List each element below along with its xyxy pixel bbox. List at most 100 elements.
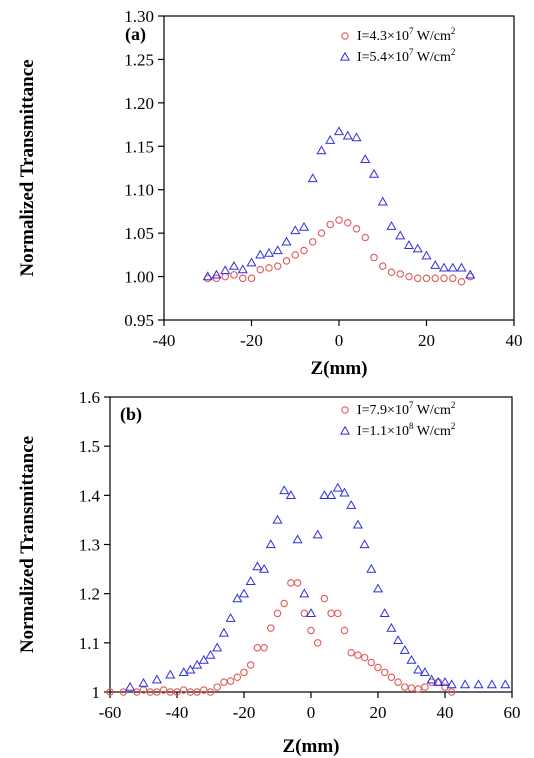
data-point-triangle [185,664,196,674]
data-point-circle [239,274,247,283]
y-tick-label: 1.20 [124,94,154,113]
legend-text-part: I=4.3×10 [357,29,409,44]
x-tick-label: 60 [504,703,521,722]
data-point-triangle [178,667,189,676]
data-point-circle [226,677,235,685]
legend-marker-1 [341,406,349,414]
data-point-triangle [285,490,296,499]
data-point-triangle [333,126,345,136]
legend-superscript: 7 [409,400,414,410]
y-tick-label: 1.30 [124,7,154,26]
data-point-triangle [433,676,444,686]
data-point-circle [327,609,335,618]
data-point-circle [291,251,299,259]
data-point-triangle [339,487,350,497]
data-point-circle [300,609,309,618]
data-point-triangle [125,681,136,691]
data-point-circle [374,663,382,672]
data-point-circle [387,673,396,681]
data-point-triangle [325,134,336,144]
data-point-circle [230,271,238,279]
data-point-triangle [211,269,222,279]
data-point-triangle [220,265,231,275]
series-2-points [202,126,476,281]
data-point-triangle [368,168,380,178]
data-point-circle [200,686,208,694]
data-point-triangle [228,260,240,270]
data-point-circle [133,688,141,696]
data-point-circle [405,272,413,281]
data-point-circle [221,272,230,281]
data-point-triangle [151,674,162,684]
data-point-triangle [319,490,330,499]
data-point-triangle [456,262,467,272]
x-tick-label: 40 [437,703,454,722]
x-axis-title: Z(mm) [311,358,368,379]
data-point-triangle [377,196,388,206]
data-point-triangle [500,679,511,689]
legend-superscript: 7 [409,47,414,57]
data-point-triangle [379,608,390,617]
y-tick-label: 1.2 [79,585,100,604]
legend-superscript: 2 [451,400,456,410]
data-point-circle [307,626,315,635]
data-point-circle [343,218,352,227]
data-point-circle [213,683,221,691]
x-tick-label: -20 [233,703,256,722]
legend-label-1: I=7.9×107​ W/cm2​ [357,400,455,418]
data-point-triangle [298,221,310,231]
legend-text-part: W/cm [413,50,451,65]
data-point-triangle [366,563,377,573]
data-point-triangle [326,490,337,499]
legend-marker-2 [339,51,351,61]
legend-superscript: 7 [409,26,414,36]
legend-text-part: W/cm [413,403,451,418]
data-point-circle [206,688,215,696]
y-tick-label: 1.5 [79,437,100,456]
legend-superscript: 2 [451,47,456,57]
data-point-triangle [426,674,437,684]
data-point-triangle [138,677,149,687]
data-point-circle [394,678,402,686]
data-point-circle [173,688,181,696]
data-point-circle [308,238,317,246]
legend-label-2: I=1.1×108​ W/cm2​ [357,421,455,439]
panel-a-chart: 0.95 1.00 1.05 1.10 1.15 1.20 1.25 1.30 -40 -20 0 2… [17,7,523,379]
data-point-circle [447,688,456,696]
data-point-triangle [272,514,283,524]
data-point-circle [247,274,256,283]
data-point-triangle [265,539,276,549]
data-point-triangle [332,482,343,492]
data-point-triangle [460,679,471,689]
data-point-circle [387,268,396,276]
data-point-circle [370,253,378,262]
data-point-triangle [412,243,423,253]
data-point-circle [179,686,188,694]
data-point-triangle [372,583,384,593]
data-point-triangle [245,576,256,586]
legend-text-part: I=5.4×10 [357,50,409,65]
legend-superscript: 2 [451,421,456,431]
data-point-circle [401,683,409,691]
series-1-points [204,216,474,286]
data-point-triangle [447,262,458,272]
x-tick-label: 0 [335,331,344,350]
data-point-triangle [406,654,417,664]
data-point-circle [233,673,242,681]
data-point-triangle [419,667,430,676]
legend-text-part: I=7.9×10 [357,403,409,418]
data-point-circle [352,225,361,233]
data-point-triangle [205,649,216,659]
data-point-circle [317,229,326,237]
data-point-circle [273,609,282,618]
data-point-circle [413,274,422,283]
y-tick-label: 1.15 [124,137,154,156]
data-point-circle [407,684,416,692]
data-point-circle [320,594,329,603]
data-point-circle [256,265,264,274]
data-point-triangle [360,154,371,163]
data-point-triangle [279,485,290,495]
data-point-triangle [165,669,176,679]
y-tick-label: 0.95 [124,311,154,330]
y-tick-label: 1.6 [79,388,100,407]
